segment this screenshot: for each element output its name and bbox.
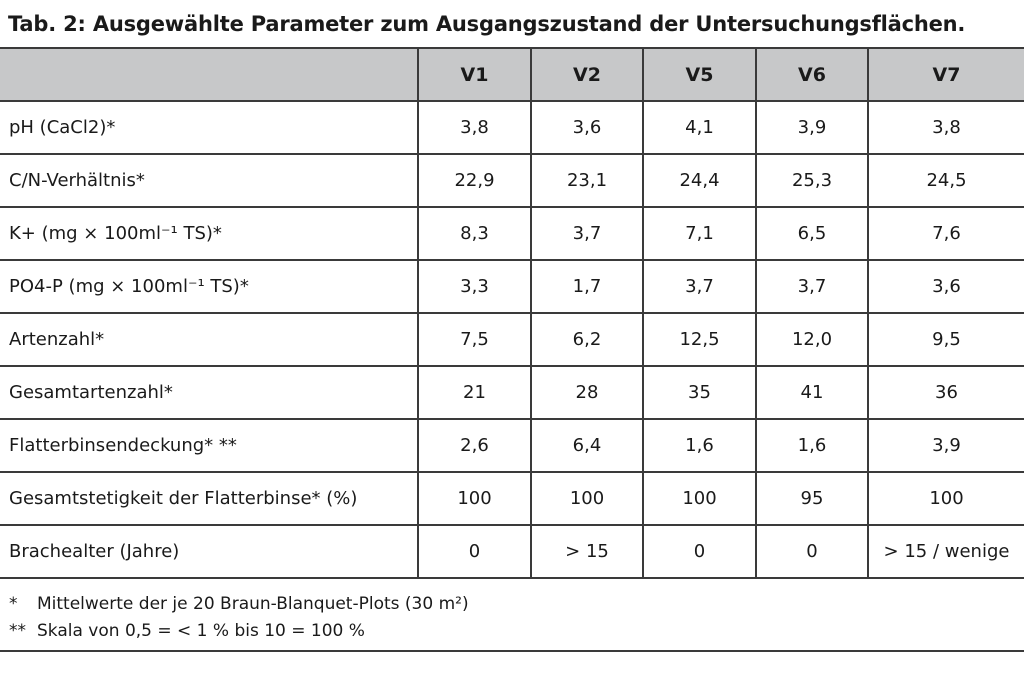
- cell-value: 35: [642, 366, 756, 420]
- table-row: PO4-P (mg × 100ml⁻¹ TS)* 3,3 1,7 3,7 3,7 3,6: [0, 260, 1024, 314]
- footnote-text: Skala von 0,5 = < 1 % bis 10 = 100 %: [37, 621, 365, 641]
- footnote-mark: *: [9, 594, 18, 614]
- cell-value: 3,6: [867, 260, 1024, 314]
- row-label: PO4-P (mg × 100ml⁻¹ TS)*: [0, 260, 418, 314]
- row-label: Brachealter (Jahre): [0, 525, 418, 579]
- cell-value: 100: [530, 472, 643, 526]
- column-header-parameter: [0, 47, 418, 102]
- row-label: C/N-Verhältnis*: [0, 154, 418, 208]
- cell-value: 6,2: [530, 313, 643, 367]
- cell-value: 95: [755, 472, 868, 526]
- cell-value: 100: [642, 472, 756, 526]
- cell-value: 1,6: [642, 419, 756, 473]
- cell-value: 22,9: [417, 154, 531, 208]
- cell-value: 12,0: [755, 313, 868, 367]
- cell-value: 23,1: [530, 154, 643, 208]
- cell-value: 8,3: [417, 207, 531, 261]
- cell-value: 0: [755, 525, 868, 579]
- row-label: pH (CaCl2)*: [0, 101, 418, 155]
- cell-value: 3,7: [755, 260, 868, 314]
- table-row: K+ (mg × 100ml⁻¹ TS)* 8,3 3,7 7,1 6,5 7,6: [0, 207, 1024, 261]
- cell-value: 3,7: [530, 207, 643, 261]
- table-row: Flatterbinsendeckung* ** 2,6 6,4 1,6 1,6 3,9: [0, 419, 1024, 473]
- cell-value: 3,8: [417, 101, 531, 155]
- table-title: Tab. 2: Ausgewählte Parameter zum Ausgan…: [8, 12, 966, 36]
- cell-value: 24,5: [867, 154, 1024, 208]
- footnote-mean-values: * Mittelwerte der je 20 Braun-Blanquet-Pl…: [9, 594, 469, 614]
- row-label: Flatterbinsendeckung* **: [0, 419, 418, 473]
- table-header-row: V1 V2 V5 V6 V7: [0, 47, 1024, 102]
- row-label: Gesamtstetigkeit der Flatterbinse* (%): [0, 472, 418, 526]
- cell-value: 12,5: [642, 313, 756, 367]
- cell-value: 0: [642, 525, 756, 579]
- cell-value: 3,6: [530, 101, 643, 155]
- table-row: Brachealter (Jahre) 0 > 15 0 0 > 15 / wenige: [0, 525, 1024, 579]
- cell-value: 6,4: [530, 419, 643, 473]
- row-label: Artenzahl*: [0, 313, 418, 367]
- cell-value: 1,7: [530, 260, 643, 314]
- cell-value: 28: [530, 366, 643, 420]
- cell-value: 7,1: [642, 207, 756, 261]
- table-row: pH (CaCl2)* 3,8 3,6 4,1 3,9 3,8: [0, 101, 1024, 155]
- footnote-mark: **: [9, 621, 26, 641]
- column-header-v2: V2: [530, 47, 643, 102]
- table-row: Artenzahl* 7,5 6,2 12,5 12,0 9,5: [0, 313, 1024, 367]
- table-body: pH (CaCl2)* 3,8 3,6 4,1 3,9 3,8 C/N-Verhältnis…: [0, 101, 1024, 579]
- cell-value: 3,7: [642, 260, 756, 314]
- cell-value: 3,9: [755, 101, 868, 155]
- cell-value: 36: [867, 366, 1024, 420]
- row-label: K+ (mg × 100ml⁻¹ TS)*: [0, 207, 418, 261]
- footnote-scale: ** Skala von 0,5 = < 1 % bis 10 = 100 %: [9, 621, 365, 641]
- cell-value: 7,5: [417, 313, 531, 367]
- cell-value: 24,4: [642, 154, 756, 208]
- footnotes: * Mittelwerte der je 20 Braun-Blanquet-Pl…: [0, 580, 1024, 652]
- table-row: Gesamtstetigkeit der Flatterbinse* (%) 10…: [0, 472, 1024, 526]
- parameter-table: V1 V2 V5 V6 V7 pH (CaCl2)* 3,8 3,6 4,1 3,9 3,…: [0, 47, 1024, 579]
- cell-value: 1,6: [755, 419, 868, 473]
- column-header-v5: V5: [642, 47, 756, 102]
- cell-value: 2,6: [417, 419, 531, 473]
- cell-value: 6,5: [755, 207, 868, 261]
- cell-value: > 15 / wenige: [867, 525, 1024, 579]
- cell-value: 4,1: [642, 101, 756, 155]
- cell-value: 100: [417, 472, 531, 526]
- table-row: C/N-Verhältnis* 22,9 23,1 24,4 25,3 24,5: [0, 154, 1024, 208]
- column-header-v6: V6: [755, 47, 868, 102]
- table-row: Gesamtartenzahl* 21 28 35 41 36: [0, 366, 1024, 420]
- cell-value: 9,5: [867, 313, 1024, 367]
- column-header-v7: V7: [867, 47, 1024, 102]
- cell-value: 21: [417, 366, 531, 420]
- row-label: Gesamtartenzahl*: [0, 366, 418, 420]
- cell-value: 3,3: [417, 260, 531, 314]
- cell-value: 41: [755, 366, 868, 420]
- cell-value: > 15: [530, 525, 643, 579]
- column-header-v1: V1: [417, 47, 531, 102]
- cell-value: 100: [867, 472, 1024, 526]
- cell-value: 7,6: [867, 207, 1024, 261]
- cell-value: 25,3: [755, 154, 868, 208]
- cell-value: 3,8: [867, 101, 1024, 155]
- footnote-text: Mittelwerte der je 20 Braun-Blanquet-Plo…: [37, 594, 469, 614]
- cell-value: 3,9: [867, 419, 1024, 473]
- cell-value: 0: [417, 525, 531, 579]
